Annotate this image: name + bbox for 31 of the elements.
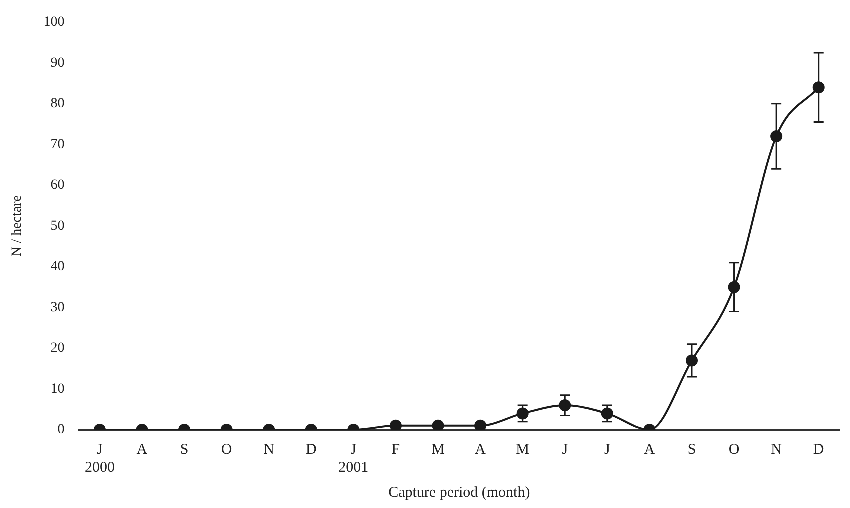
x-tick-label: J (562, 442, 568, 458)
x-tick-label: N (771, 442, 782, 458)
x-tick-label: J 2001 (338, 442, 369, 476)
x-tick-label: J 2000 (84, 442, 115, 476)
x-tick-label: A (475, 442, 486, 458)
x-tick-label: A (136, 442, 148, 458)
y-tick-label: 50 (50, 218, 65, 234)
y-tick-label: 100 (44, 15, 65, 30)
x-tick-label: F (392, 442, 400, 458)
x-axis-title: Capture period (month) (388, 484, 530, 501)
x-tick-label: O (728, 442, 740, 458)
y-axis-title: N / hectare (10, 195, 26, 257)
x-tick-label: D (813, 442, 824, 458)
y-tick-label: 10 (50, 382, 65, 397)
y-tick-label: 20 (50, 341, 65, 356)
y-tick-label: 60 (50, 178, 65, 194)
x-tick-label: J (604, 442, 610, 458)
y-tick-label: 90 (50, 56, 65, 71)
x-tick-label: S (688, 442, 696, 458)
x-tick-label: M (432, 442, 445, 458)
y-tick-label: 70 (50, 137, 65, 152)
x-tick-label: S (180, 442, 189, 458)
x-tick-label: D (306, 442, 317, 458)
y-tick-label: 0 (58, 422, 65, 438)
x-tick-label: N (264, 442, 275, 458)
x-tick-label: O (221, 442, 232, 458)
y-tick-label: 80 (50, 96, 65, 112)
y-tick-label: 40 (50, 260, 65, 275)
y-tick-label: 30 (50, 300, 65, 316)
x-tick-label: A (644, 442, 656, 458)
x-tick-label: M (516, 442, 530, 458)
